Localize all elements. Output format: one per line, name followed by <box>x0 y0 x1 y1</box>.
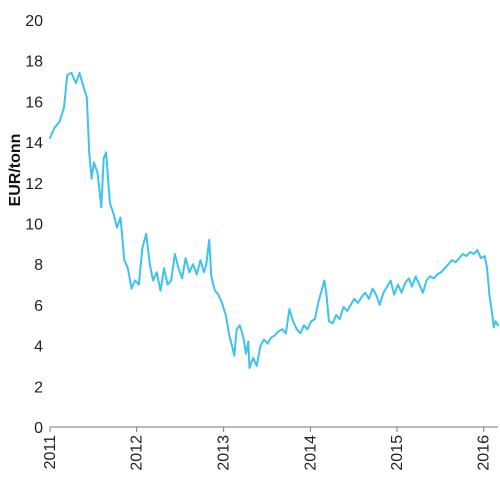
x-tick-label: 2011 <box>42 435 59 470</box>
y-tick-label: 16 <box>25 94 43 111</box>
x-tick-label: 2013 <box>216 435 233 471</box>
y-tick-label: 14 <box>25 135 43 152</box>
y-tick-label: 10 <box>25 217 43 234</box>
x-tick-label: 2016 <box>476 435 493 471</box>
y-tick-label: 20 <box>25 13 43 30</box>
x-tick-label: 2015 <box>389 435 406 471</box>
y-tick-label: 8 <box>34 257 43 274</box>
y-tick-label: 0 <box>34 420 43 437</box>
y-tick-label: 12 <box>25 176 43 193</box>
x-tick-label: 2012 <box>129 435 146 471</box>
y-tick-label: 4 <box>34 339 43 356</box>
y-tick-label: 2 <box>34 379 43 396</box>
series-line <box>49 71 499 369</box>
y-tick-label: 6 <box>34 298 43 315</box>
x-tick-label: 2014 <box>302 435 319 471</box>
y-tick-label: 18 <box>25 54 43 71</box>
y-axis-title: EUR/tonn <box>7 134 24 207</box>
